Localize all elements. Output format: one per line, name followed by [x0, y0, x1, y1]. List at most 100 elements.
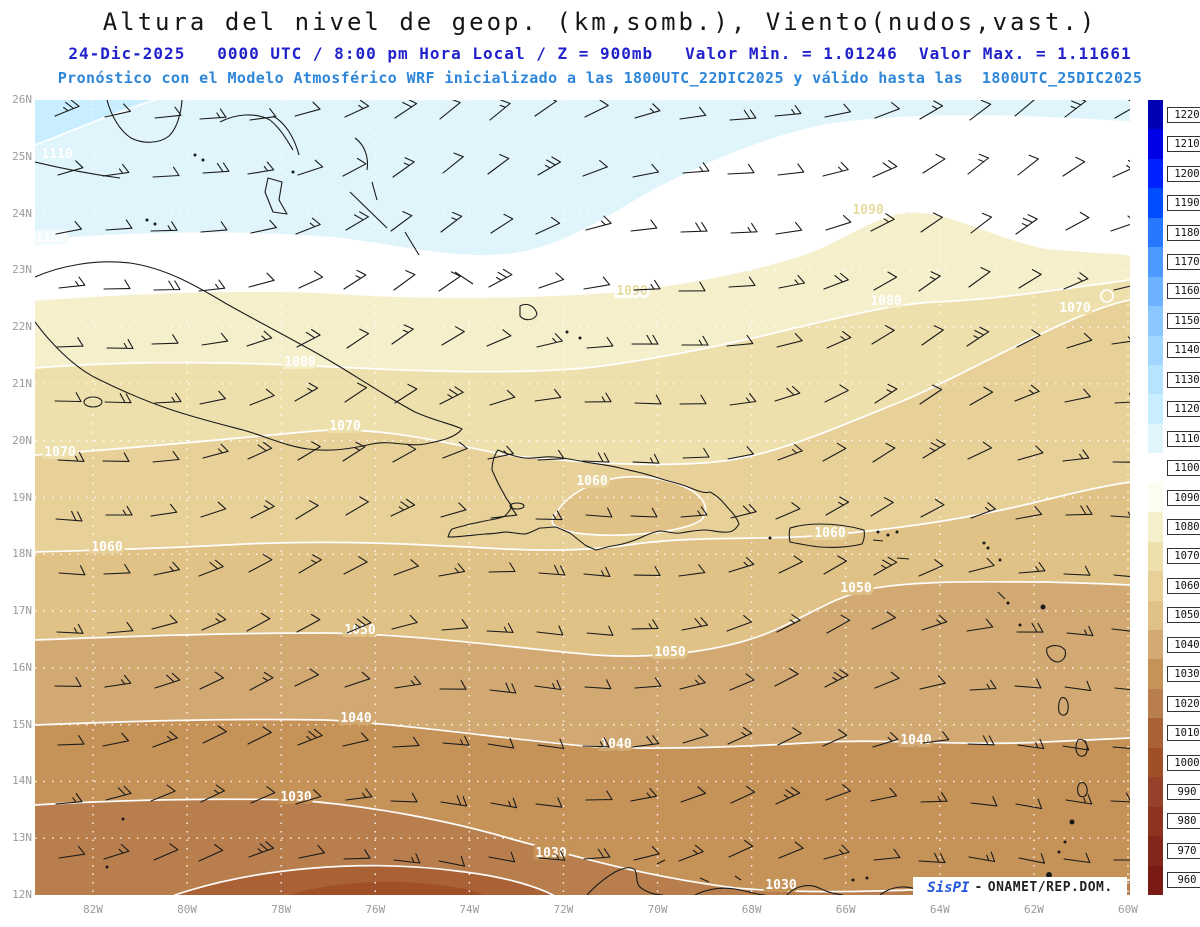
- colorbar-segment: [1148, 836, 1163, 867]
- contour-label: 1040: [600, 737, 631, 752]
- contour-label: 1050: [654, 645, 685, 660]
- contour-label: 1060: [91, 540, 122, 555]
- lon-axis-label: 78W: [271, 903, 292, 916]
- colorbar-label: 1150: [1167, 312, 1200, 329]
- colorbar-segment: [1148, 365, 1163, 395]
- watermark-separator: -: [974, 880, 983, 895]
- colorbar: 1220 1210 1200 1190 1180 1170 1160 1150 1140 1130…: [1148, 100, 1200, 896]
- contour-label: 1060: [576, 474, 607, 489]
- colorbar-label: 1030: [1167, 666, 1200, 683]
- colorbar-segment: [1148, 335, 1163, 366]
- lat-axis-label: 25N: [12, 149, 32, 163]
- colorbar-label: 1090: [1167, 489, 1200, 506]
- lat-axis-label: 22N: [12, 320, 32, 334]
- colorbar-segment: [1148, 688, 1163, 719]
- colorbar-label: 1140: [1167, 342, 1200, 359]
- lat-axis-label: 26N: [12, 93, 32, 106]
- colorbar-label: 1160: [1167, 283, 1200, 300]
- colorbar-segment: [1148, 394, 1163, 425]
- colorbar-segment: [1148, 100, 1163, 130]
- colorbar-label: 1060: [1167, 577, 1200, 594]
- colorbar-label: 1010: [1167, 725, 1200, 742]
- colorbar-label: 1100: [1167, 460, 1200, 477]
- contour-label: 1090: [616, 284, 647, 299]
- colorbar-segment: [1148, 423, 1163, 454]
- contour-label: 1110: [41, 147, 72, 162]
- colorbar-segment: [1148, 747, 1163, 778]
- colorbar-label: 1210: [1167, 136, 1200, 153]
- contour-label: 1050: [344, 623, 375, 638]
- lon-axis-label: 66W: [835, 903, 856, 916]
- colorbar-segment: [1148, 541, 1163, 572]
- lat-axis-label: 20N: [12, 433, 32, 447]
- watermark-logo: SisPI: [927, 879, 970, 896]
- lon-axis-label: 80W: [177, 903, 198, 916]
- colorbar-segment: [1148, 806, 1163, 837]
- colorbar-segment: [1148, 217, 1163, 248]
- lat-axis-label: 18N: [12, 547, 32, 561]
- colorbar-label: 1080: [1167, 518, 1200, 535]
- colorbar-segment: [1148, 777, 1163, 808]
- colorbar-segment: [1148, 247, 1163, 278]
- colorbar-label: 1190: [1167, 195, 1200, 212]
- colorbar-segment: [1148, 630, 1163, 660]
- lon-axis-label: 60W: [1118, 903, 1138, 916]
- lat-axis-label: 14N: [12, 774, 32, 788]
- lon-axis-label: 72W: [553, 903, 574, 916]
- contour-label: 1040: [900, 733, 931, 748]
- lat-axis-label: 15N: [12, 717, 32, 731]
- colorbar-segment: [1148, 512, 1163, 543]
- colorbar-segment: [1148, 659, 1163, 690]
- lon-axis-label: 76W: [365, 903, 386, 916]
- lat-axis-label: 23N: [12, 263, 32, 277]
- contour-label: 1070: [329, 419, 360, 434]
- colorbar-segment: [1148, 188, 1163, 219]
- colorbar-label: 1220: [1167, 106, 1200, 123]
- lat-axis-label: 17N: [12, 604, 32, 618]
- colorbar-label: 1180: [1167, 224, 1200, 241]
- contour-label: 1080: [870, 294, 901, 309]
- colorbar-label: 970: [1167, 842, 1200, 859]
- lon-axis-label: 82W: [83, 903, 103, 916]
- colorbar-segment: [1148, 453, 1163, 484]
- lon-axis-label: 64W: [929, 903, 950, 916]
- lon-axis-label: 70W: [647, 903, 668, 916]
- colorbar-label: 1120: [1167, 401, 1200, 418]
- colorbar-segment: [1148, 718, 1163, 749]
- map-canvas: 1110 1100 1090 1090 1080 1080 1070 1070 1070 1060…: [35, 100, 1130, 895]
- colorbar-label: 1170: [1167, 253, 1200, 270]
- colorbar-segment: [1148, 600, 1163, 631]
- lat-axis-label: 13N: [12, 831, 32, 845]
- colorbar-segment: [1148, 306, 1163, 337]
- colorbar-label: 1040: [1167, 636, 1200, 653]
- colorbar-label: 1000: [1167, 754, 1200, 771]
- colorbar-label: 1200: [1167, 165, 1200, 182]
- valid-time-line: 24-Dic-2025 0000 UTC / 8:00 pm Hora Loca…: [68, 44, 1132, 63]
- lon-axis-label: 62W: [1023, 903, 1044, 916]
- contour-label: 1070: [44, 445, 75, 460]
- contour-label: 1080: [284, 355, 315, 370]
- contour-label: 1060: [814, 526, 845, 541]
- lat-axis-label: 21N: [12, 376, 32, 390]
- lat-axis-label: 19N: [12, 490, 32, 504]
- colorbar-label: 1020: [1167, 695, 1200, 712]
- colorbar-label: 1130: [1167, 371, 1200, 388]
- coastlines: [35, 100, 1088, 895]
- colorbar-label: 980: [1167, 813, 1200, 830]
- lat-axis-label: 12N: [12, 888, 32, 901]
- colorbar-segment: [1148, 129, 1163, 160]
- contour-label: 1090: [852, 203, 883, 218]
- map-svg: 1110110010901090108010801070107010701060…: [35, 100, 1130, 895]
- contour-label: 1040: [340, 711, 371, 726]
- colorbar-label: 990: [1167, 783, 1200, 800]
- lon-axis-label: 74W: [459, 903, 480, 916]
- colorbar-segment: [1148, 482, 1163, 513]
- contour-label: 1030: [765, 878, 796, 893]
- wind-barbs: [54, 100, 1130, 867]
- watermark: SisPI - ONAMET/REP.DOM.: [913, 877, 1127, 898]
- colorbar-segment: [1148, 571, 1163, 602]
- chart-title: Altura del nivel de geop. (km,somb.), Vi…: [102, 8, 1098, 36]
- colorbar-label: 1050: [1167, 607, 1200, 624]
- lat-axis-label: 16N: [12, 660, 32, 674]
